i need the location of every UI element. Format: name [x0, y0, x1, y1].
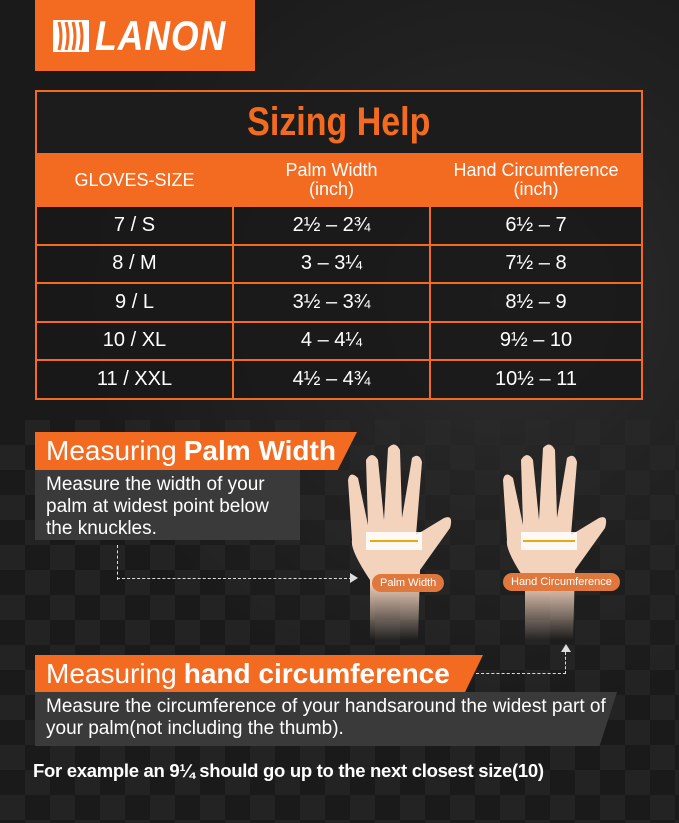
- cell-palm: 4 – 4¼: [232, 320, 431, 361]
- dashed-line: [476, 673, 566, 674]
- table-row: 9 / L 3½ – 3¾ 8½ – 9: [35, 282, 643, 323]
- table-title: Sizing Help: [35, 90, 643, 155]
- cell-palm: 2½ – 2¾: [232, 205, 431, 246]
- arrow-right-icon: [350, 573, 358, 583]
- cell-size: 9 / L: [35, 282, 234, 323]
- palm-width-instructions: Measure the width of your palm at widest…: [35, 470, 300, 540]
- cell-circ: 6½ – 7: [429, 205, 643, 246]
- cell-palm: 3½ – 3¾: [232, 282, 431, 323]
- logo-stripes-icon: [53, 19, 89, 52]
- table-row: 11 / XXL 4½ – 4¾ 10½ – 11: [35, 359, 643, 400]
- header-hand-circumference: Hand Circumference (inch): [429, 153, 643, 207]
- cell-size: 11 / XXL: [35, 359, 234, 400]
- palm-width-label: Palm Width: [372, 574, 445, 592]
- cell-circ: 8½ – 9: [429, 282, 643, 323]
- cell-size: 7 / S: [35, 205, 234, 246]
- header-palm-width: Palm Width (inch): [232, 153, 431, 207]
- sizing-example-note: For example an 9¼ should go up to the ne…: [33, 760, 544, 781]
- header-gloves-size: GLOVES-SIZE: [35, 153, 234, 207]
- cell-size: 8 / M: [35, 243, 234, 284]
- dashed-arrow: [117, 578, 352, 579]
- brand-logo: LANON: [35, 0, 255, 71]
- sizing-table: Sizing Help GLOVES-SIZE Palm Width (inch)…: [35, 90, 643, 400]
- table-row: 10 / XL 4 – 4¼ 9½ – 10: [35, 320, 643, 361]
- dashed-line: [117, 545, 118, 580]
- table-row: 7 / S 2½ – 2¾ 6½ – 7: [35, 205, 643, 246]
- dashed-line: [565, 652, 566, 674]
- hands-illustration: [348, 444, 607, 640]
- cell-palm: 3 – 3¼: [232, 243, 431, 284]
- hand-circumference-banner: Measuring hand circumference: [35, 655, 483, 692]
- cell-circ: 9½ – 10: [429, 320, 643, 361]
- hand-circumference-instructions: Measure the circumference of your handsa…: [35, 692, 617, 746]
- cell-circ: 7½ – 8: [429, 243, 643, 284]
- arrow-up-icon: [561, 644, 571, 652]
- cell-size: 10 / XL: [35, 320, 234, 361]
- hand-circumference-label: Hand Circumference: [503, 573, 620, 591]
- cell-circ: 10½ – 11: [429, 359, 643, 400]
- cell-palm: 4½ – 4¾: [232, 359, 431, 400]
- palm-width-banner: Measuring Palm Width: [35, 432, 357, 470]
- brand-name: LANON: [95, 11, 227, 59]
